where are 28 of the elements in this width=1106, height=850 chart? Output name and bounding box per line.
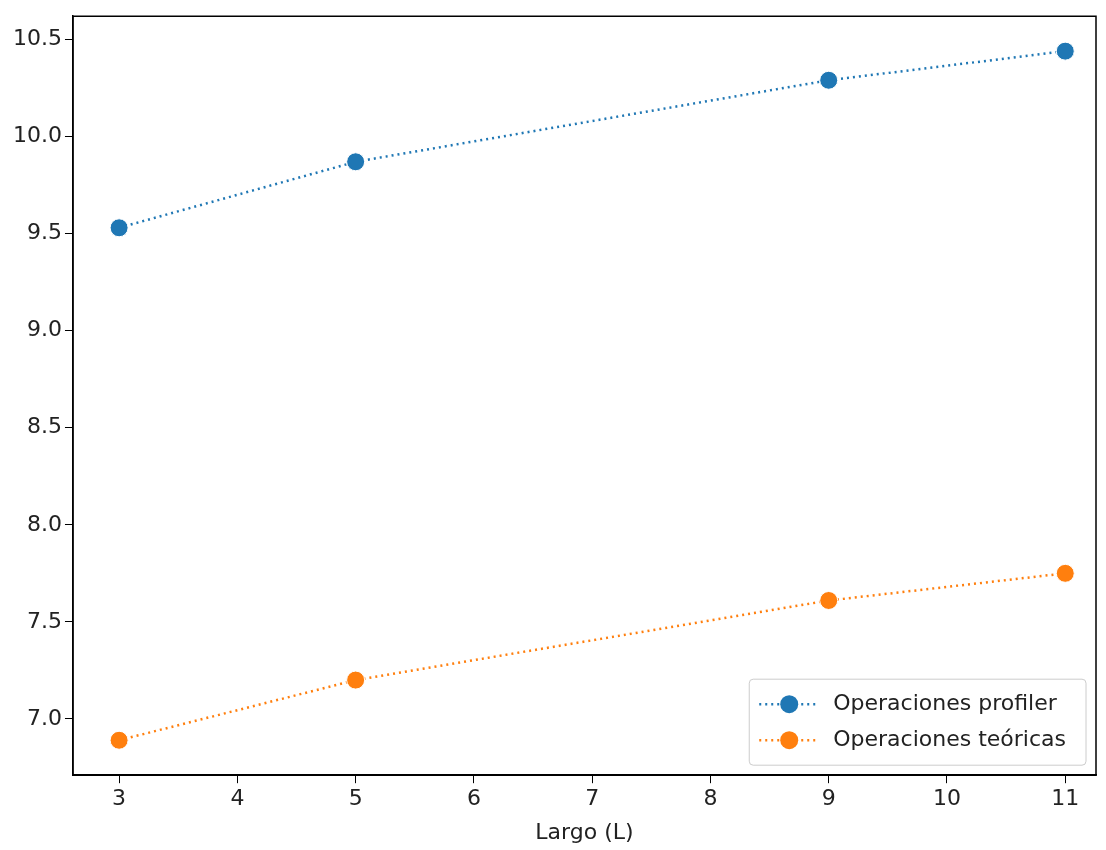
y-tick-label: 10.0 [13, 122, 62, 148]
y-tick-label: 8.0 [26, 510, 62, 536]
x-tick-label: 8 [703, 785, 718, 811]
point [109, 218, 129, 238]
x-tick-label: 9 [821, 785, 836, 811]
point [346, 152, 366, 172]
point [346, 670, 366, 690]
y-tick-label: 9.5 [26, 219, 62, 245]
x-tick-label: 6 [466, 785, 481, 811]
point [109, 730, 129, 750]
point [819, 590, 839, 610]
y-tick-label: 10.5 [13, 25, 62, 51]
y-tick-label: 7.0 [26, 704, 62, 730]
y-tick-label: 7.5 [26, 607, 62, 633]
x-axis-title: Largo (L) [535, 818, 634, 844]
legend-label: Operaciones profiler [833, 689, 1058, 715]
x-tick-label: 7 [585, 785, 600, 811]
y-tick-label: 9.0 [26, 316, 62, 342]
x-tick-label: 11 [1051, 785, 1080, 811]
x-tick-label: 10 [932, 785, 961, 811]
x-tick-label: 3 [112, 785, 127, 811]
x-tick-label: 4 [230, 785, 245, 811]
point [819, 70, 839, 90]
point [1055, 563, 1075, 583]
x-tick-label: 5 [348, 785, 363, 811]
legend-label: Operaciones teóricas [833, 725, 1066, 751]
y-tick-label: 8.5 [26, 413, 62, 439]
point [1055, 41, 1075, 61]
